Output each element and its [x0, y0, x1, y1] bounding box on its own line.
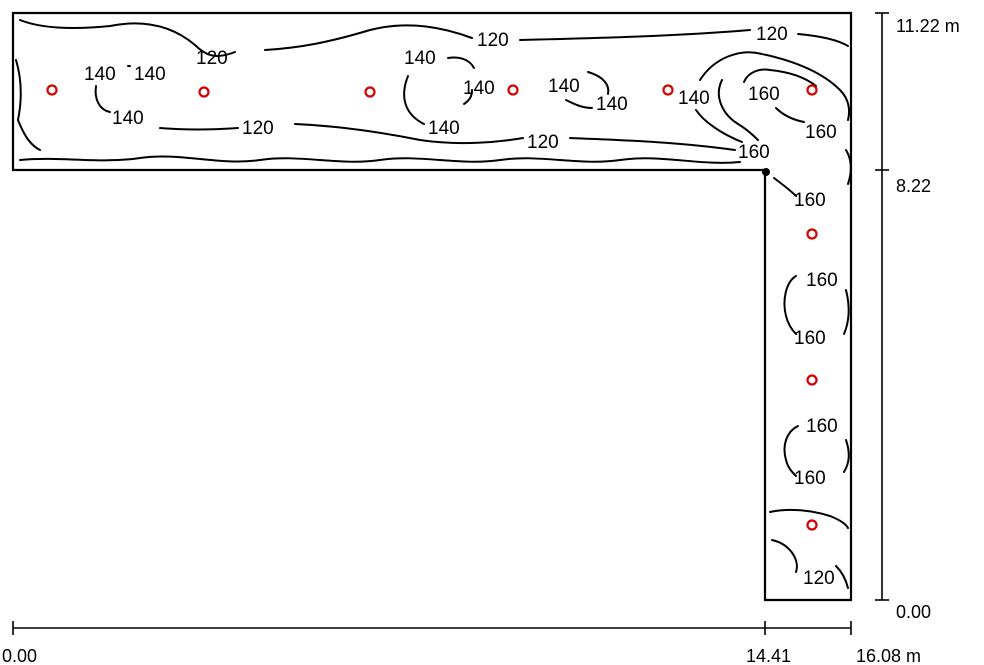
contour-120-top-mid [264, 24, 473, 51]
bottom-scale-label: 0.00 [2, 646, 37, 665]
room-outline [11, 11, 853, 602]
right-scale-label: 8.22 [896, 176, 931, 196]
contour-label: 160 [805, 122, 837, 143]
contour-140-c [447, 56, 475, 69]
contour-140-f [587, 71, 610, 95]
contour-120-lower-right [769, 508, 849, 529]
bottom-scale-label: 14.41 [746, 646, 791, 665]
luminaire-marker [364, 86, 376, 98]
inner-corner-marker [762, 168, 770, 176]
contour-120-top-left [19, 19, 236, 57]
contour-label: 140 [134, 64, 166, 85]
contour-140-e [463, 89, 473, 105]
contour-120-left-edge [15, 59, 41, 151]
contour-label: 160 [806, 270, 838, 291]
contour-lines-120 [15, 19, 849, 589]
luminaire-marker [507, 84, 519, 96]
contour-label: 140 [428, 118, 460, 139]
luminaire-markers [46, 84, 818, 531]
contour-120-lower-right-c [835, 565, 849, 589]
contour-140-d [403, 75, 425, 125]
contour-160-h [783, 425, 799, 477]
luminaire-marker [46, 84, 58, 96]
right-scale-label: 11.22 m [896, 16, 960, 36]
contour-160-g [843, 289, 850, 335]
contour-label: 140 [678, 88, 710, 109]
contour-label: 120 [477, 30, 509, 51]
contour-label: 160 [738, 142, 770, 163]
contour-160-f [783, 275, 797, 335]
contour-lines-160 [717, 68, 852, 477]
luminaire-marker [806, 228, 818, 240]
bottom-dimension-scale: 0.00 14.41 16.08 m [2, 621, 921, 665]
contour-120-bottom-wavy [19, 155, 741, 164]
contour-140-a [94, 85, 111, 113]
contour-label: 140 [404, 48, 436, 69]
contour-160-i [843, 439, 850, 473]
contour-label: 120 [527, 132, 559, 153]
contour-label: 160 [806, 416, 838, 437]
right-scale-label: 0.00 [896, 602, 931, 622]
luminaire-marker [806, 519, 818, 531]
contour-label: 120 [196, 48, 228, 69]
contour-label: 120 [803, 568, 835, 589]
contour-lines-140 [94, 51, 850, 143]
contour-value-labels: 120 120 120 120 120 120 140 140 140 140 … [84, 24, 838, 589]
contour-label: 140 [548, 76, 580, 97]
contour-140-h [699, 51, 850, 121]
contour-label: 140 [463, 78, 495, 99]
contour-label: 120 [756, 24, 788, 45]
right-dimension-scale: 11.22 m 8.22 0.00 [875, 12, 960, 622]
luminaire-marker [198, 86, 210, 98]
contour-120-top-right [519, 29, 751, 41]
contour-label: 140 [84, 64, 116, 85]
contour-120-mid-band [159, 127, 239, 131]
contour-label: 140 [112, 108, 144, 129]
luminaire-marker [806, 84, 818, 96]
contour-label: 160 [794, 468, 826, 489]
contour-label: 160 [748, 84, 780, 105]
contour-120-mid-band-c [569, 137, 736, 151]
contour-140-i [695, 109, 743, 143]
contour-label: 140 [596, 94, 628, 115]
contour-120-top-far-right [797, 33, 849, 47]
bottom-scale-label: 16.08 m [856, 646, 921, 665]
luminaire-marker [806, 374, 818, 386]
contour-120-lower-right-b [771, 539, 798, 573]
contour-160-b [717, 79, 759, 141]
contour-160-d [845, 149, 852, 185]
contour-160-a [743, 68, 817, 87]
contour-160-e [773, 177, 797, 197]
contour-label: 160 [794, 190, 826, 211]
contour-label: 120 [242, 118, 274, 139]
contour-160-c [775, 107, 805, 123]
contour-140-g [565, 99, 593, 109]
contour-120-mid-band-b [294, 123, 524, 145]
luminaire-marker [662, 84, 674, 96]
contour-label: 160 [794, 328, 826, 349]
